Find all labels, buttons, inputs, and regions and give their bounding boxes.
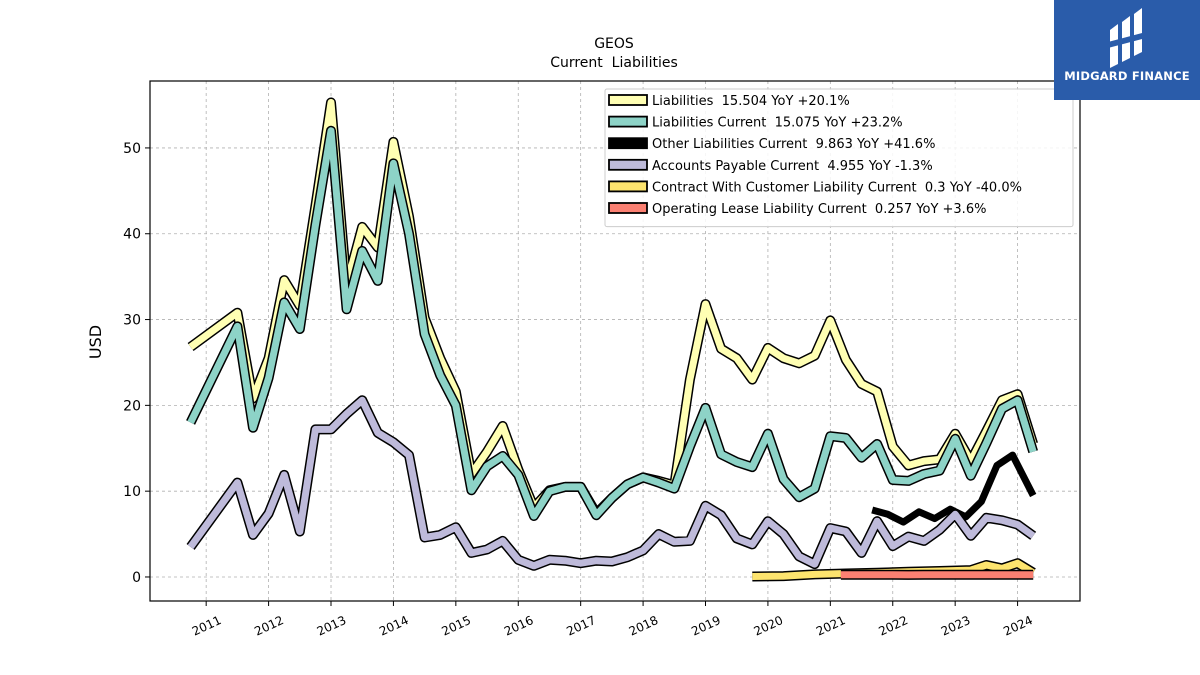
y-tick-label: 10 [123, 484, 141, 500]
x-tick-label: 2012 [252, 613, 286, 639]
legend-swatch [608, 115, 648, 128]
y-tick-label: 50 [123, 141, 141, 157]
legend-swatch [608, 202, 648, 214]
legend-swatch [608, 137, 648, 150]
legend-swatch [608, 180, 648, 193]
x-tick-label: 2014 [377, 613, 411, 639]
x-tick-label: 2016 [502, 613, 536, 639]
x-tick-label: 2022 [876, 613, 910, 639]
legend-label: Liabilities 15.504 YoY +20.1% [652, 94, 850, 109]
y-tick-label: 40 [123, 227, 141, 243]
chart-subtitle: Current Liabilities [550, 55, 678, 71]
x-tick-label: 2017 [564, 613, 598, 639]
x-tick-label: 2013 [315, 613, 349, 639]
x-tick-label: 2015 [440, 613, 474, 639]
legend-label: Operating Lease Liability Current 0.257 … [652, 202, 986, 217]
x-tick-label: 2019 [689, 613, 723, 639]
series-3 [186, 395, 1037, 571]
series-line [187, 127, 1037, 520]
legend-label: Contract With Customer Liability Current… [652, 180, 1022, 195]
legend-label: Liabilities Current 15.075 YoY +23.2% [652, 116, 903, 131]
y-tick-label: 30 [123, 313, 141, 329]
x-tick-label: 2024 [1001, 613, 1035, 639]
series-line [187, 396, 1036, 570]
x-tick-label: 2020 [752, 613, 786, 639]
legend-box [604, 88, 1074, 228]
series-2 [871, 451, 1037, 526]
x-tick-label: 2018 [627, 613, 661, 639]
x-tick-label: 2011 [190, 613, 224, 639]
series-layer [186, 97, 1038, 582]
y-tick-label: 20 [123, 398, 141, 414]
brand-logo: MIDGARD FINANCE [1054, 0, 1200, 100]
x-tick-label: 2021 [814, 613, 848, 639]
legend-label: Accounts Payable Current 4.955 YoY -1.3% [652, 159, 933, 174]
series-line [871, 451, 1037, 526]
plot-frame [149, 80, 1081, 602]
logo-text: MIDGARD FINANCE [1064, 69, 1190, 83]
legend-swatch [608, 94, 648, 106]
y-tick-label: 0 [132, 570, 141, 586]
logo-mark-icon [1108, 8, 1146, 68]
chart-title: GEOS [594, 36, 634, 52]
legend-label: Other Liabilities Current 9.863 YoY +41.… [652, 137, 935, 152]
x-tick-label: 2023 [939, 613, 973, 639]
legend-swatch [608, 158, 648, 171]
series-1 [186, 125, 1038, 521]
legend: Liabilities 15.504 YoY +20.1% Liabilities… [604, 88, 1074, 228]
y-axis-label: USD [86, 325, 105, 359]
